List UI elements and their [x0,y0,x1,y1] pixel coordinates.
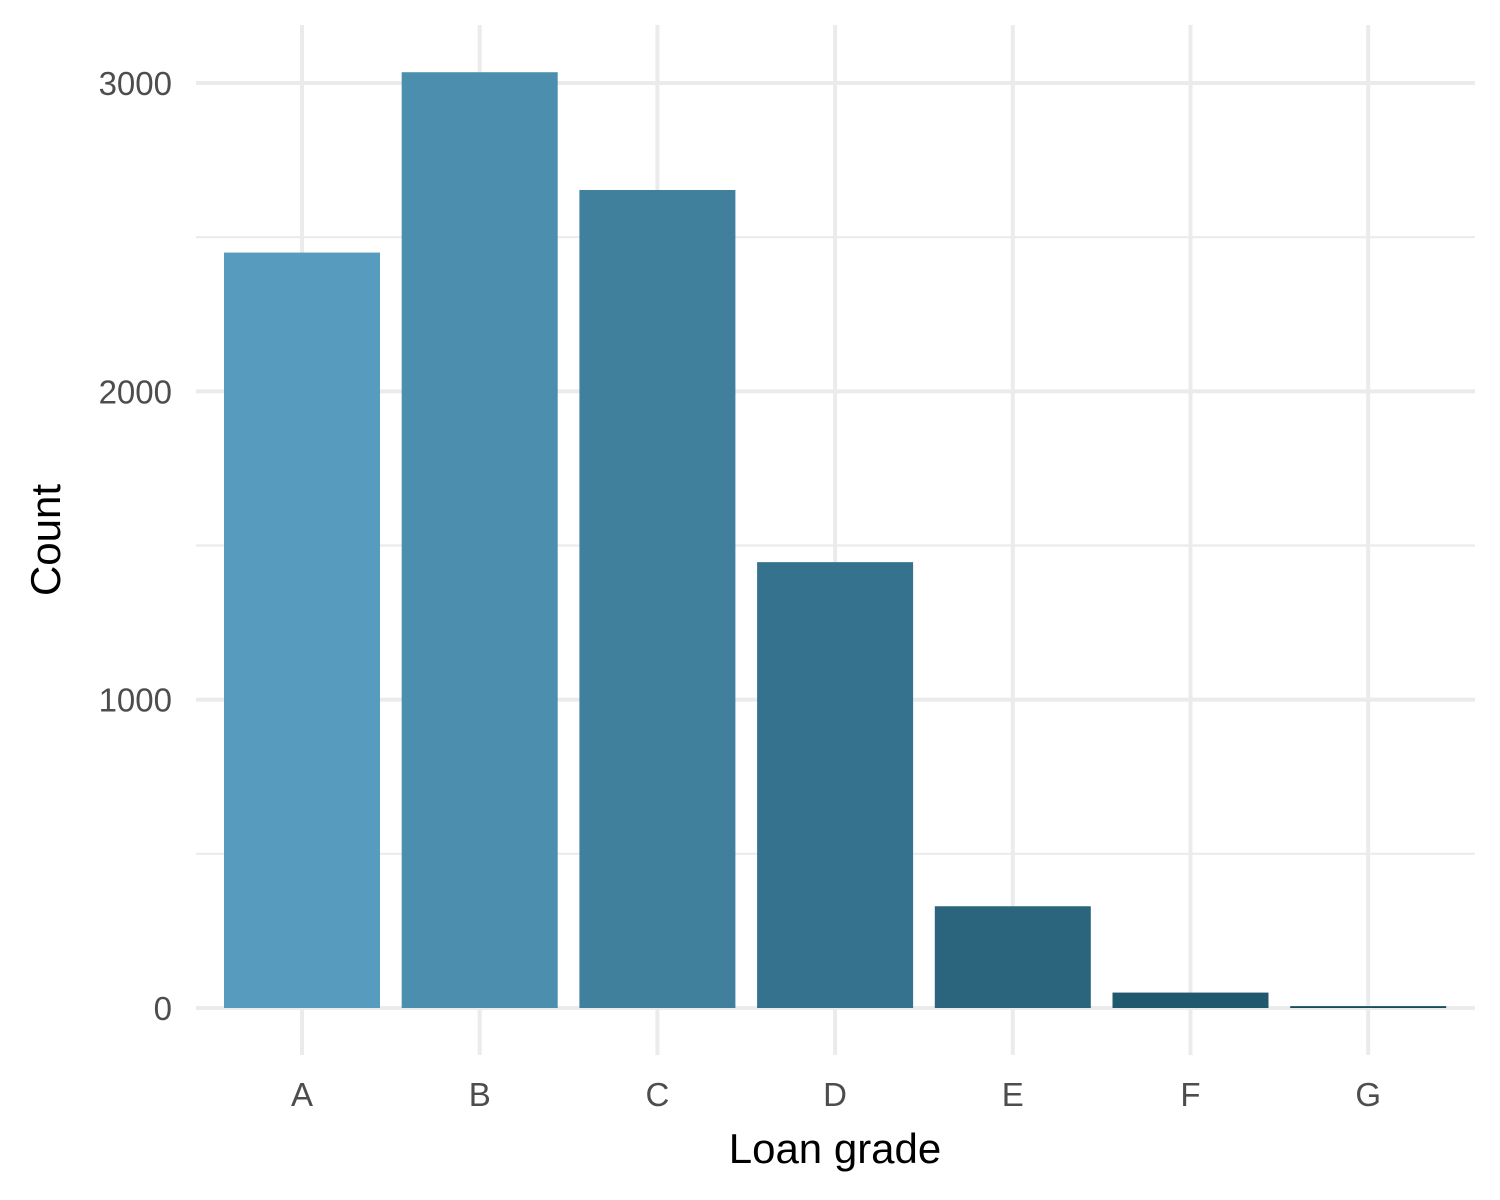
bar-F [1112,992,1269,1008]
x-tick-labels: A B C D E F G [291,1076,1381,1113]
x-tick-label-D: D [823,1076,847,1113]
bars [224,72,1447,1009]
bar-D [757,562,914,1008]
bar-C [579,189,736,1008]
x-axis-title: Loan grade [729,1125,942,1172]
y-tick-labels: 0 1000 2000 3000 [99,65,172,1027]
x-tick-label-B: B [469,1076,491,1113]
y-axis-title: Count [22,484,69,596]
x-tick-label-G: G [1355,1076,1381,1113]
x-tick-label-F: F [1180,1076,1200,1113]
x-tick-label-C: C [645,1076,669,1113]
bar-A [224,252,380,1009]
bar-G [1290,1006,1447,1008]
x-tick-label-A: A [291,1076,313,1113]
y-tick-label-3000: 3000 [99,65,172,102]
y-tick-label-0: 0 [154,990,172,1027]
y-tick-label-2000: 2000 [99,373,172,410]
y-tick-label-1000: 1000 [99,682,172,719]
bar-B [401,72,558,1009]
x-tick-label-E: E [1002,1076,1024,1113]
bar-E [934,906,1091,1008]
